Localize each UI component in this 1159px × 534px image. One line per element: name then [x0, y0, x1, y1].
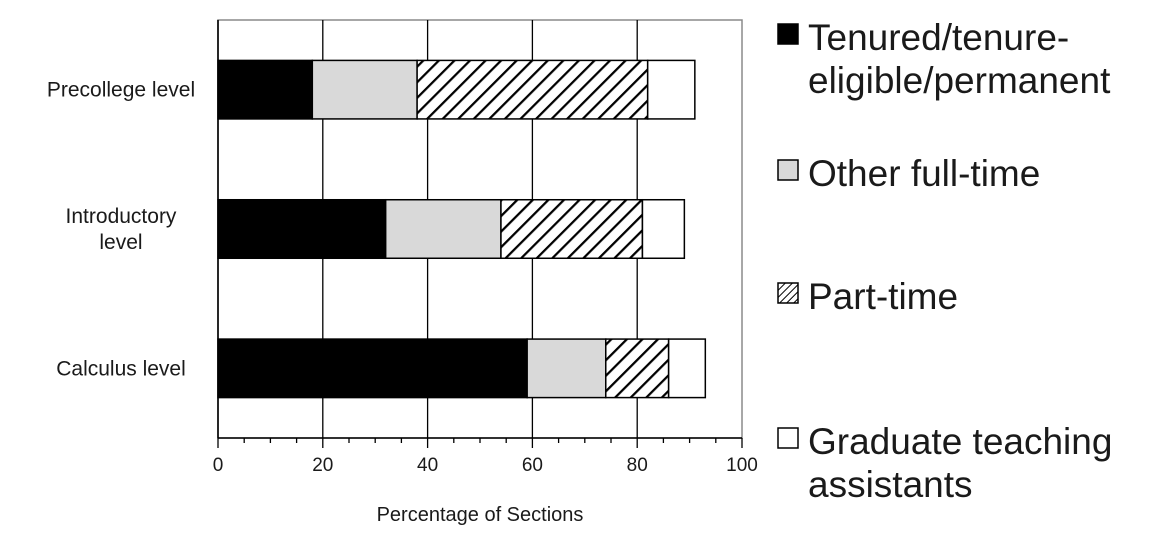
- x-tick-label: 20: [312, 455, 333, 476]
- legend-label: Other full-time: [808, 153, 1040, 194]
- x-tick-label: 60: [522, 455, 543, 476]
- bar-segment: [217, 59, 314, 120]
- x-tick-label: 100: [726, 455, 758, 476]
- axes: [217, 20, 743, 448]
- tick-labels: 0 20 40 60 80 100: [213, 455, 758, 476]
- legend-swatch: [777, 159, 799, 181]
- category-label: Introductory: [66, 205, 177, 228]
- bar-segment: [646, 59, 696, 120]
- x-tick-label: 80: [627, 455, 648, 476]
- bar-segment: [311, 59, 418, 120]
- legend-label: assistants: [808, 464, 973, 505]
- legend-swatch: [777, 23, 799, 45]
- category-labels: Precollege level Introductory level Calculu…: [47, 79, 195, 381]
- legend-label: Tenured/tenure-: [808, 17, 1069, 58]
- x-tick-label: 0: [213, 455, 224, 476]
- bars: [217, 59, 707, 399]
- x-tick-label: 40: [417, 455, 438, 476]
- bar-segment: [217, 338, 528, 399]
- legend-label: Graduate teaching: [808, 421, 1112, 462]
- bar-segment: [605, 338, 670, 399]
- legend-label: eligible/permanent: [808, 60, 1111, 101]
- bar-segment: [384, 198, 502, 260]
- legend-swatch: [777, 427, 799, 449]
- bar-segment: [526, 338, 607, 399]
- legend-swatch: [777, 282, 799, 304]
- bar-segment: [416, 59, 649, 120]
- bar-segment: [217, 198, 387, 260]
- category-label: level: [99, 231, 142, 254]
- bar-segment: [667, 338, 707, 399]
- legend: Tenured/tenure-eligible/permanent Other f…: [777, 17, 1112, 505]
- bar-segment: [641, 198, 686, 260]
- category-label: Precollege level: [47, 79, 195, 102]
- bar-segment: [500, 198, 644, 260]
- category-label: Calculus level: [56, 357, 186, 380]
- x-axis-title: Percentage of Sections: [377, 504, 584, 526]
- legend-label: Part-time: [808, 276, 958, 317]
